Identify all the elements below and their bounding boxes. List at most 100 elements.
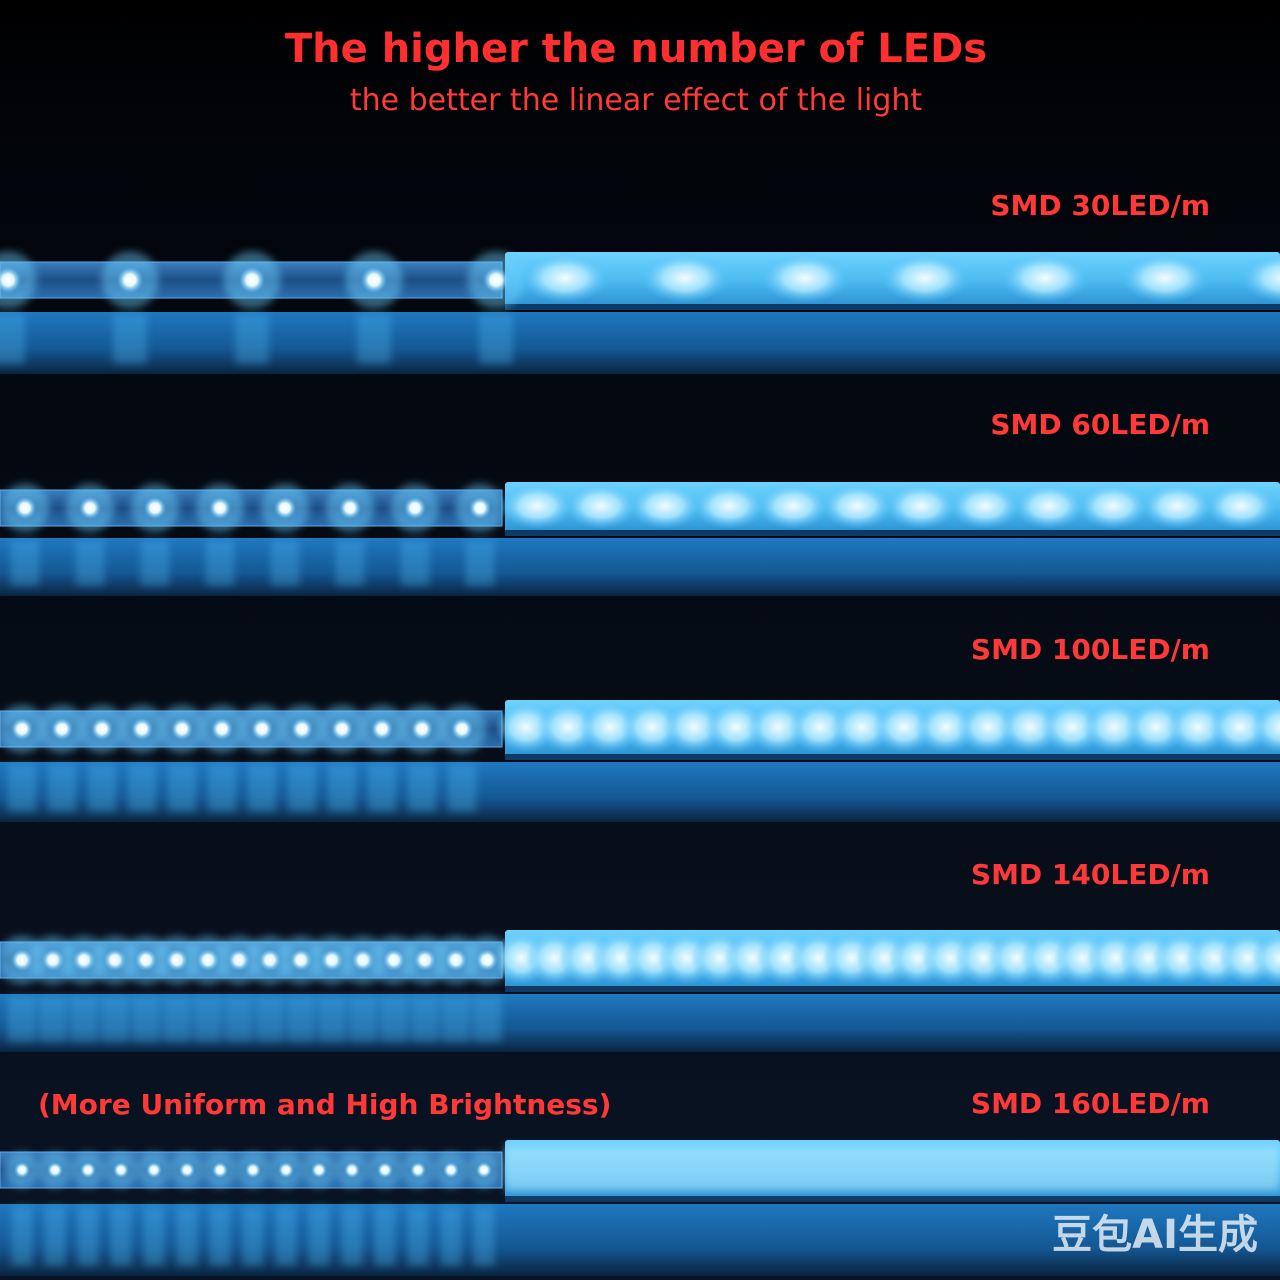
led <box>339 497 361 519</box>
led-reflection <box>113 314 147 364</box>
led-reflection <box>69 996 99 1042</box>
led-reflection <box>400 540 430 586</box>
led-reflection <box>374 1206 396 1266</box>
diffused-spot <box>1000 252 1090 304</box>
led-reflection <box>286 996 316 1042</box>
led <box>259 949 281 971</box>
led-reflection <box>77 1206 99 1266</box>
led <box>79 497 101 519</box>
channel-base <box>505 1196 1280 1202</box>
led-reflection <box>441 996 471 1042</box>
led <box>274 497 296 519</box>
led <box>371 718 393 740</box>
led-reflection <box>308 1206 330 1266</box>
diffused-spot <box>564 482 638 530</box>
led-reflection <box>193 996 223 1042</box>
channel-base <box>505 530 1280 536</box>
led <box>290 949 312 971</box>
diffused-spot <box>1076 482 1150 530</box>
led-reflection <box>0 314 25 364</box>
diffused-spot <box>640 252 730 304</box>
led-reflection <box>247 764 277 812</box>
led <box>211 718 233 740</box>
led <box>117 267 143 293</box>
led <box>135 949 157 971</box>
led <box>383 949 405 971</box>
led-reflection <box>407 1206 429 1266</box>
led <box>212 1162 228 1178</box>
led <box>47 1162 63 1178</box>
led-reflection <box>7 764 37 812</box>
strip-row: SMD 140LED/m <box>0 858 1280 1052</box>
diffused-spot <box>1250 700 1280 754</box>
diffused-spot <box>880 252 970 304</box>
led-reflection <box>44 1206 66 1266</box>
led-reflection <box>7 996 37 1042</box>
strip-label: SMD 140LED/m <box>971 858 1210 891</box>
diffused-spot <box>500 482 574 530</box>
diffused-spot <box>884 482 958 530</box>
led-reflection <box>270 540 300 586</box>
led-reflection <box>287 764 317 812</box>
led-reflection <box>110 1206 132 1266</box>
strip-label: SMD 160LED/m <box>971 1087 1210 1120</box>
led <box>144 497 166 519</box>
note: (More Uniform and High Brightness) <box>38 1088 611 1121</box>
led <box>73 949 95 971</box>
led <box>197 949 219 971</box>
led <box>228 949 250 971</box>
led <box>239 267 265 293</box>
led <box>451 718 473 740</box>
led <box>445 949 467 971</box>
led <box>11 718 33 740</box>
strip-row: SMD 100LED/m <box>0 633 1280 822</box>
led-reflection <box>162 996 192 1042</box>
diffused-spot <box>820 482 894 530</box>
led <box>410 1162 426 1178</box>
diffused-glow <box>505 1146 1280 1190</box>
diffused-spot <box>756 482 830 530</box>
led-reflection <box>440 1206 462 1266</box>
led <box>113 1162 129 1178</box>
led-reflection <box>11 1206 33 1266</box>
led <box>179 1162 195 1178</box>
diffused-spot <box>1140 482 1214 530</box>
led-reflection <box>127 764 157 812</box>
led-reflection <box>235 314 269 364</box>
led-reflection <box>167 764 197 812</box>
diffused-spot <box>760 252 850 304</box>
led <box>377 1162 393 1178</box>
led-reflection <box>87 764 117 812</box>
led <box>131 718 153 740</box>
led-reflection <box>75 540 105 586</box>
led-reflection <box>38 996 68 1042</box>
led <box>51 718 73 740</box>
led <box>166 949 188 971</box>
led-reflection <box>357 314 391 364</box>
led <box>251 718 273 740</box>
led <box>483 267 509 293</box>
led <box>42 949 64 971</box>
led <box>411 718 433 740</box>
led-reflection <box>367 764 397 812</box>
led-reflection <box>327 764 357 812</box>
led <box>443 1162 459 1178</box>
channel-base <box>505 986 1280 992</box>
reflection <box>0 538 1280 596</box>
rows: SMD 30LED/m SMD 60LED/m SMD 100LED/m SMD 14… <box>0 189 1280 1276</box>
led-reflection <box>131 996 161 1042</box>
strip-row: SMD 160LED/m <box>0 1087 1280 1276</box>
subtitle: the better the linear effect of the ligh… <box>350 83 923 118</box>
diffused-spot <box>1240 252 1280 304</box>
strip-label: SMD 30LED/m <box>990 189 1210 222</box>
reflection <box>0 312 1280 374</box>
led <box>361 267 387 293</box>
led <box>476 1162 492 1178</box>
led <box>469 497 491 519</box>
led-reflection <box>47 764 77 812</box>
led <box>245 1162 261 1178</box>
led <box>311 1162 327 1178</box>
reflection <box>0 994 1280 1052</box>
